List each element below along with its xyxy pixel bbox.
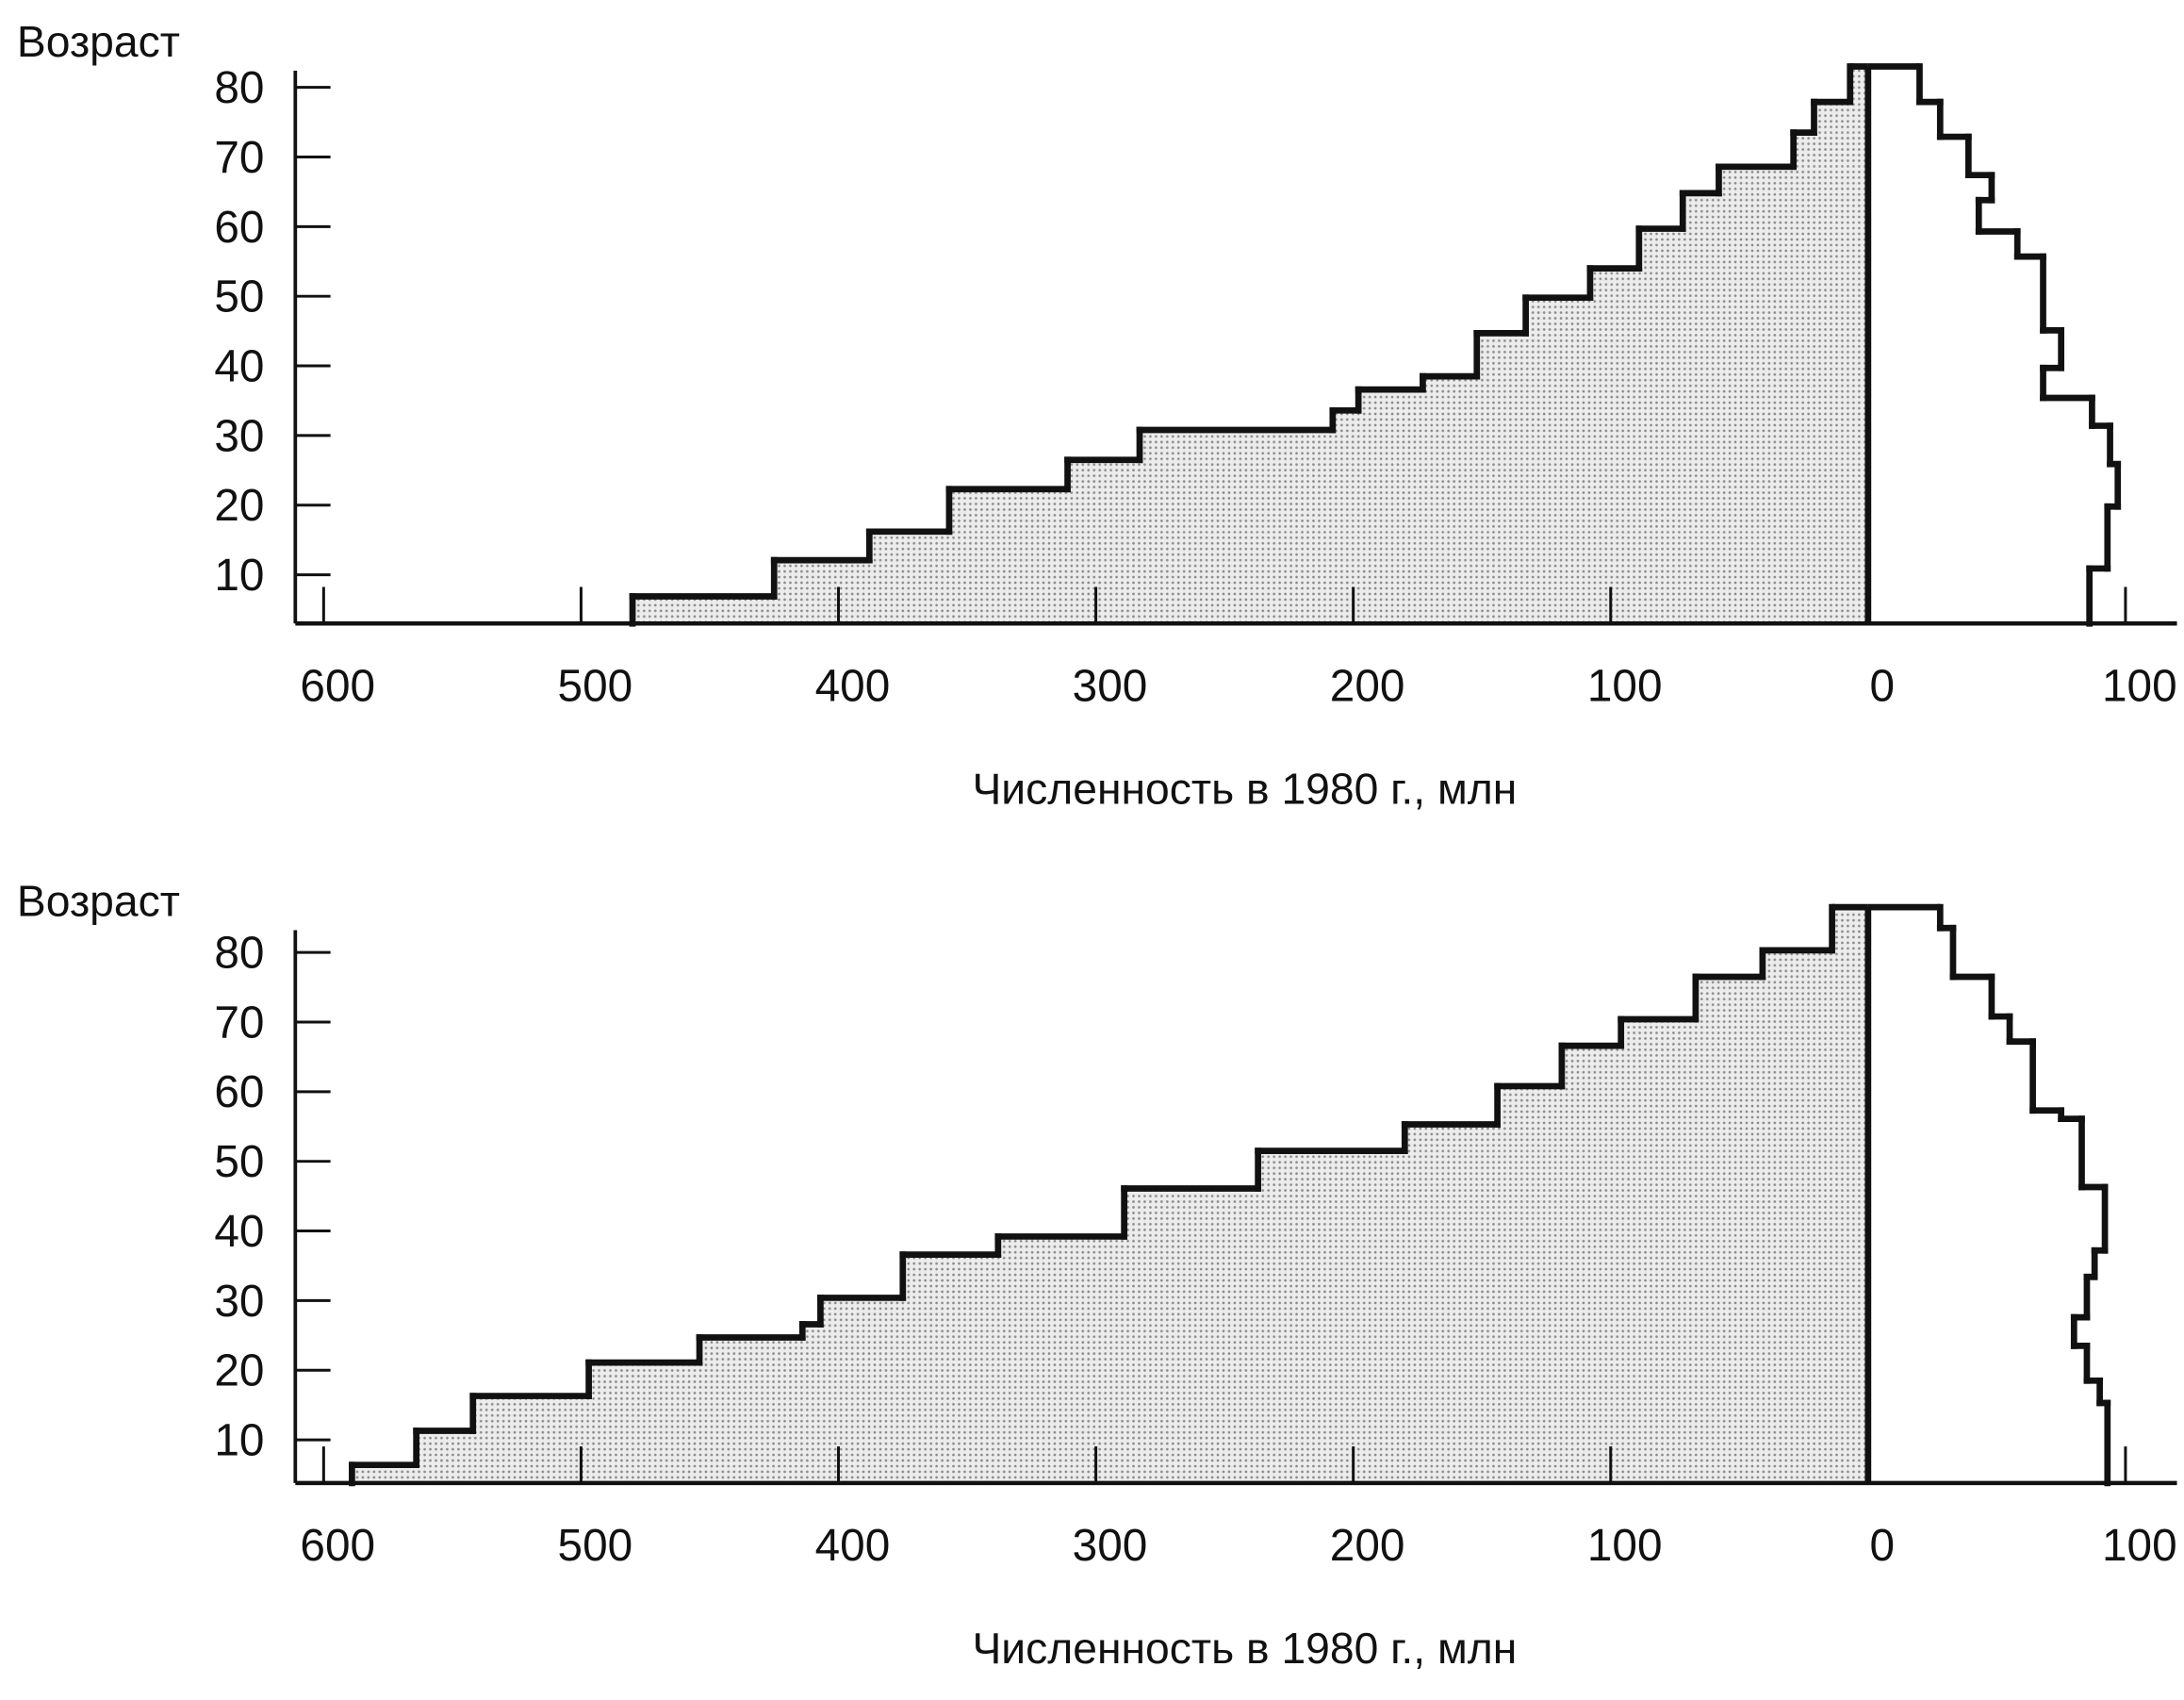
- bar: [588, 1362, 1868, 1396]
- bar: [1140, 429, 1868, 460]
- y-tick-label: 40: [214, 341, 264, 391]
- bar: [1124, 1188, 1868, 1237]
- y-tick-label: 30: [214, 411, 264, 461]
- bar: [820, 1297, 1868, 1325]
- bar: [632, 596, 1868, 624]
- y-tick-label: 20: [214, 1346, 264, 1396]
- x-tick-label: 100: [2102, 661, 2177, 711]
- bar: [902, 1254, 1868, 1298]
- y-axis-label: Возраст: [17, 17, 180, 66]
- bar: [1332, 410, 1868, 430]
- bar: [948, 488, 1868, 532]
- y-tick-label: 60: [214, 1067, 264, 1117]
- x-tick-label: 100: [2102, 1521, 2177, 1571]
- bar: [1793, 132, 1868, 167]
- bar: [1476, 333, 1868, 377]
- x-tick-label: 100: [1587, 1521, 1663, 1571]
- bar: [1762, 949, 1868, 977]
- x-tick-label: 600: [300, 661, 375, 711]
- bar: [1257, 1150, 1868, 1189]
- x-tick-label: 600: [300, 1521, 375, 1571]
- y-tick-label: 10: [214, 1416, 264, 1466]
- x-tick-label: 300: [1073, 1521, 1148, 1571]
- y-tick-label: 60: [214, 203, 264, 253]
- bar: [1831, 907, 1868, 950]
- y-tick-label: 70: [214, 133, 264, 183]
- x-tick-label: 400: [815, 1521, 891, 1571]
- x-tick-label: 100: [1587, 661, 1663, 711]
- bar: [352, 1464, 1868, 1483]
- x-tick-label: 200: [1330, 1521, 1405, 1571]
- bar: [1525, 297, 1868, 334]
- bar: [1067, 459, 1868, 489]
- bar: [1620, 1019, 1868, 1047]
- y-axis-label: Возраст: [17, 877, 180, 926]
- bar: [472, 1395, 1868, 1431]
- bar: [1358, 389, 1868, 411]
- bar: [1422, 376, 1868, 390]
- bar: [869, 531, 1868, 561]
- y-tick-label: 50: [214, 272, 264, 322]
- y-tick-label: 30: [214, 1277, 264, 1327]
- x-tick-label: 200: [1330, 661, 1405, 711]
- x-tick-label: 500: [558, 661, 633, 711]
- bar: [1849, 66, 1868, 103]
- y-tick-label: 70: [214, 998, 264, 1048]
- x-tick-label: 0: [1869, 1521, 1895, 1571]
- y-tick-label: 80: [214, 63, 264, 113]
- bar: [1497, 1085, 1868, 1125]
- x-axis-label: Численность в 1980 г., млн: [972, 764, 1517, 813]
- bar: [1404, 1124, 1868, 1151]
- bar: [416, 1430, 1868, 1465]
- bar: [1561, 1046, 1868, 1086]
- x-axis-label: Численность в 1980 г., млн: [972, 1624, 1517, 1673]
- y-tick-label: 50: [214, 1137, 264, 1187]
- y-tick-label: 40: [214, 1207, 264, 1257]
- y-tick-label: 10: [214, 551, 264, 601]
- bar: [802, 1324, 1868, 1338]
- bar: [1718, 166, 1868, 193]
- x-tick-label: 500: [558, 1521, 633, 1571]
- bar: [1695, 976, 1868, 1020]
- bar: [1638, 228, 1868, 269]
- y-tick-label: 80: [214, 929, 264, 979]
- bar: [1683, 192, 1868, 229]
- bar: [997, 1236, 1868, 1255]
- bar: [1589, 268, 1868, 298]
- bar: [699, 1337, 1868, 1363]
- x-tick-label: 0: [1869, 661, 1895, 711]
- bar: [1814, 102, 1868, 133]
- x-tick-label: 400: [815, 661, 891, 711]
- bar: [774, 560, 1868, 597]
- y-tick-label: 20: [214, 481, 264, 531]
- x-tick-label: 300: [1073, 661, 1148, 711]
